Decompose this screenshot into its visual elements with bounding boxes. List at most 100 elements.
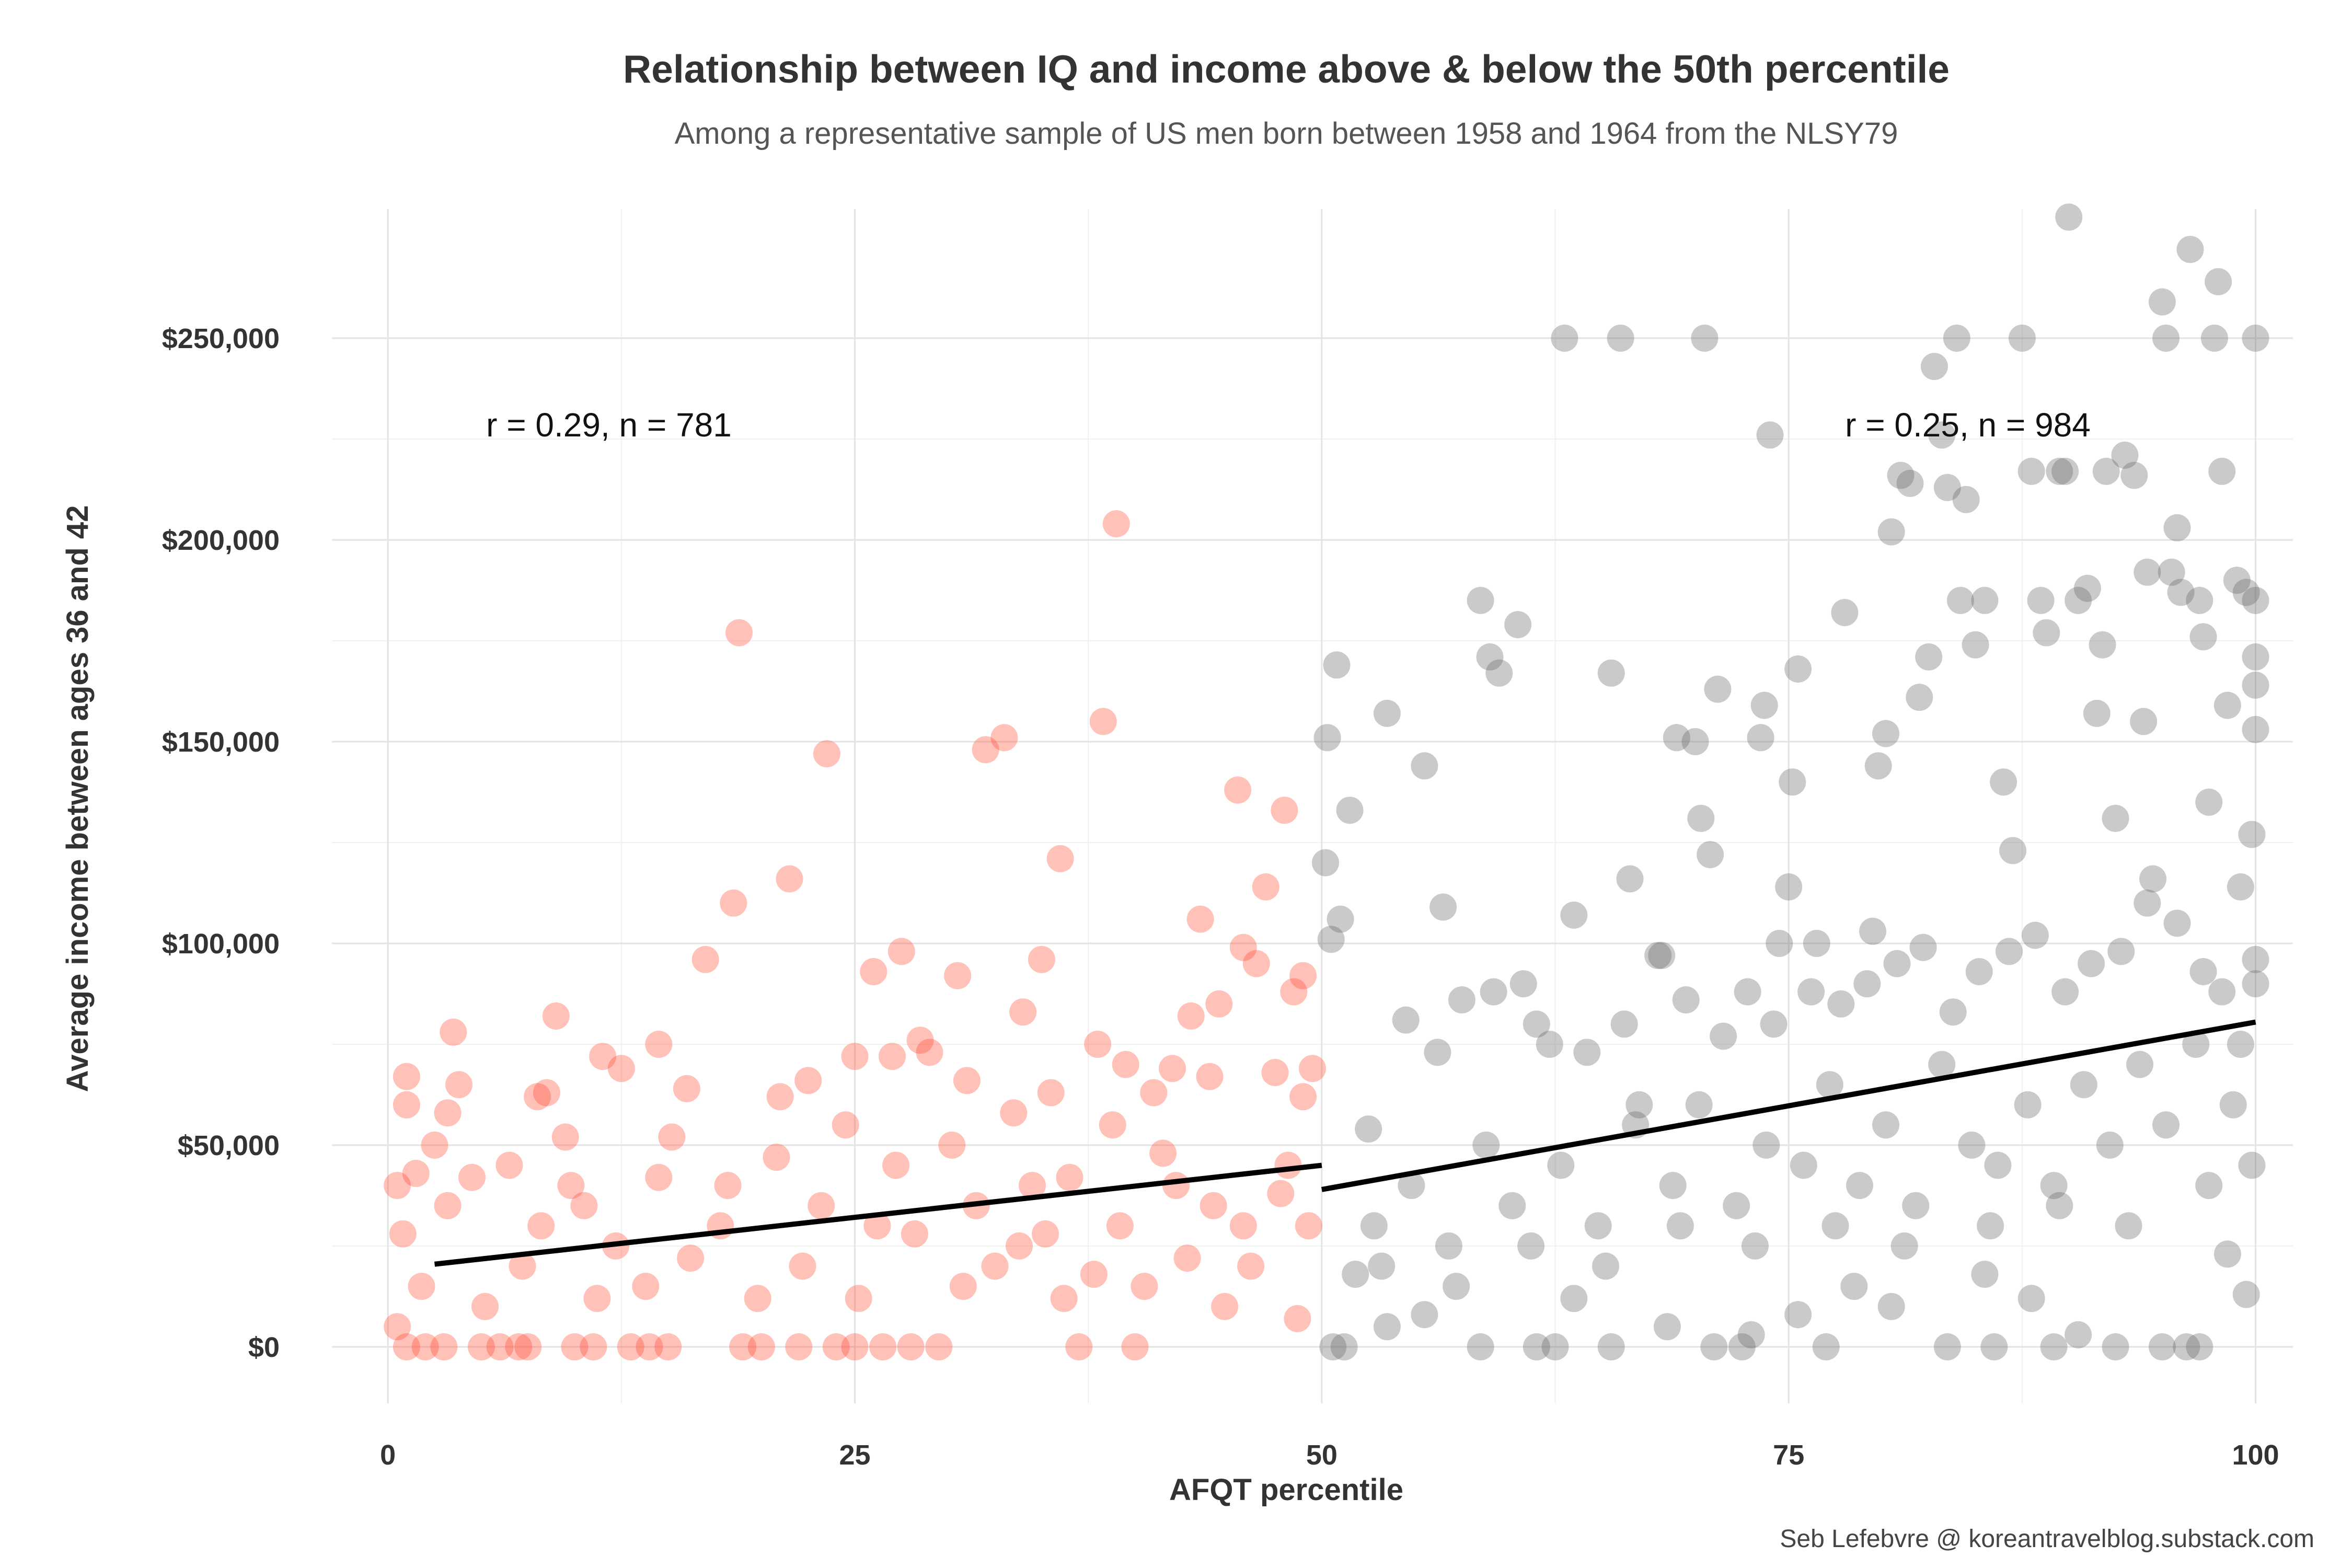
data-point	[393, 1091, 420, 1119]
data-point	[882, 1151, 910, 1179]
data-point	[972, 736, 999, 764]
data-point	[2208, 978, 2236, 1006]
data-point	[1523, 1010, 1550, 1038]
data-point	[1853, 970, 1881, 998]
data-point	[2040, 1172, 2068, 1200]
data-point	[1821, 1212, 1849, 1240]
data-point	[1485, 659, 1513, 687]
data-point	[1336, 797, 1364, 824]
data-point	[1229, 1212, 1257, 1240]
data-point	[1560, 901, 1588, 929]
data-point	[1741, 1232, 1769, 1260]
data-point	[1299, 1055, 1326, 1082]
data-point	[2017, 457, 2045, 485]
data-point	[1089, 708, 1117, 735]
data-point	[2186, 586, 2213, 614]
data-point	[1200, 1192, 1227, 1219]
data-point	[2033, 619, 2060, 647]
data-point	[471, 1293, 499, 1320]
data-point	[2008, 325, 2036, 352]
data-point	[1323, 651, 1351, 679]
scatter-points	[384, 203, 2269, 1361]
data-point	[1523, 1333, 1550, 1361]
data-point	[1859, 917, 1886, 945]
data-point	[1448, 986, 1475, 1013]
data-point	[1140, 1079, 1168, 1106]
data-point	[2065, 586, 2092, 614]
data-point	[1476, 643, 1504, 671]
data-point	[408, 1273, 435, 1300]
data-point	[1797, 978, 1825, 1006]
data-point	[1700, 1333, 1728, 1361]
data-point	[1019, 1172, 1046, 1200]
series-1	[1312, 203, 2269, 1361]
data-point	[421, 1131, 448, 1159]
data-point	[2134, 889, 2161, 917]
data-point	[2242, 586, 2269, 614]
data-point	[1971, 586, 1999, 614]
data-point	[1939, 998, 1967, 1026]
data-point	[1977, 1212, 2004, 1240]
data-point	[1915, 643, 1943, 671]
data-point	[1648, 942, 1676, 970]
data-point	[2189, 623, 2217, 651]
data-point	[1984, 1151, 2012, 1179]
annotation-right: r = 0.25, n = 984	[1845, 406, 2091, 444]
data-point	[1877, 518, 1905, 546]
data-point	[2182, 1031, 2210, 1058]
data-point	[580, 1333, 607, 1361]
data-point	[2115, 1212, 2142, 1240]
data-point	[822, 1333, 850, 1361]
data-point	[1995, 938, 2023, 965]
data-point	[1672, 986, 1700, 1013]
data-point	[551, 1123, 579, 1151]
annotation-left: r = 0.29, n = 781	[486, 406, 732, 444]
data-point	[2078, 950, 2105, 977]
data-point	[744, 1285, 771, 1312]
data-point	[1737, 1321, 1765, 1348]
data-point	[1050, 1285, 1078, 1312]
data-point	[1224, 776, 1252, 804]
data-point	[583, 1285, 611, 1312]
data-point	[2014, 1091, 2042, 1119]
data-point	[1625, 1091, 1653, 1119]
data-point	[527, 1212, 555, 1240]
data-point	[1467, 1333, 1494, 1361]
data-point	[645, 1031, 673, 1058]
data-point	[2195, 788, 2223, 816]
data-point	[1547, 1151, 1575, 1179]
x-tick-label: 0	[380, 1439, 396, 1471]
data-point	[916, 1039, 943, 1066]
data-point	[1429, 893, 1457, 921]
data-point	[1289, 962, 1317, 989]
data-point	[1952, 486, 1980, 513]
data-point	[981, 1252, 1009, 1280]
data-point	[863, 1212, 891, 1240]
data-point	[1472, 1131, 1500, 1159]
data-point	[1877, 1293, 1905, 1320]
data-point	[1173, 1244, 1201, 1272]
data-point	[1398, 1172, 1425, 1200]
data-point	[1933, 474, 1961, 501]
data-point	[2152, 1111, 2180, 1139]
data-point	[714, 1172, 742, 1200]
data-point	[458, 1163, 486, 1191]
y-axis-title: Average income between ages 36 and 42	[61, 505, 95, 1092]
data-point	[1779, 768, 1806, 796]
data-point	[925, 1333, 953, 1361]
data-point	[486, 1333, 514, 1361]
data-point	[1958, 1131, 1986, 1159]
data-point	[860, 958, 887, 985]
data-point	[901, 1220, 928, 1248]
series-0	[384, 510, 1326, 1361]
data-point	[2242, 643, 2269, 671]
data-point	[2205, 268, 2232, 295]
axes: 0 25 50 75 100 $0 $50,000 $100,000 $150,000 $200,…	[162, 323, 2279, 1471]
data-point	[832, 1111, 859, 1139]
data-point	[1756, 421, 1784, 449]
data-point	[1080, 1261, 1108, 1288]
data-point	[2213, 1240, 2241, 1268]
data-point	[1872, 720, 1899, 747]
data-point	[1373, 1313, 1401, 1341]
data-point	[2134, 558, 2161, 586]
